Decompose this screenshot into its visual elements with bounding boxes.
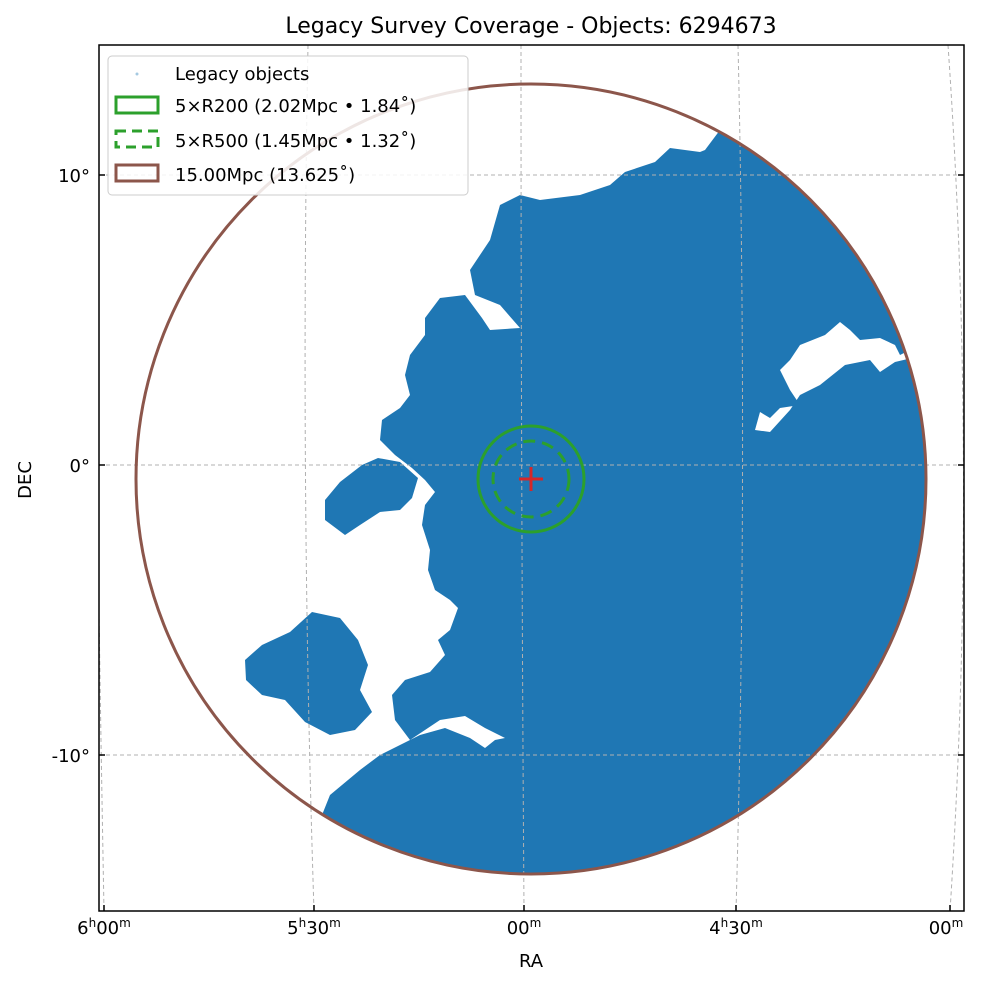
coverage-main-region [320, 130, 926, 874]
legend-label: 15.00Mpc (13.625˚) [175, 165, 355, 186]
x-tick-label-00m: 00m [507, 916, 542, 939]
legend-marker-legacy-objects [135, 72, 139, 76]
coverage-west-blob [325, 458, 418, 535]
coverage-southwest-blob [245, 612, 372, 735]
y-tick-labels: 10° 0° -10° [52, 166, 90, 767]
legacy-objects-coverage [245, 130, 926, 874]
x-tick-label-6h00m: 6h00m [77, 916, 131, 939]
r500-circle [491, 439, 571, 519]
x-tick-label-4h30m: 4h30m [709, 916, 763, 939]
legend: Legacy objects 5×R200 (2.02Mpc • 1.84˚) … [107, 55, 469, 196]
axes-frame [98, 44, 965, 912]
x-tick-labels: 6h00m 5h30m 00m 4h30m 00m [77, 916, 963, 939]
legend-marker-outer [114, 163, 160, 183]
legend-label: 5×R200 (2.02Mpc • 1.84˚) [175, 96, 416, 117]
outer-15mpc-circle [134, 82, 928, 876]
center-marker [519, 467, 543, 491]
chart-title: Legacy Survey Coverage - Objects: 629467… [285, 14, 776, 39]
x-tick-label-00m-right: 00m [929, 916, 964, 939]
x-axis-label: RA [519, 951, 544, 972]
y-tick-label: 0° [70, 456, 90, 477]
legend-marker-r500 [114, 129, 160, 149]
legend-box [107, 55, 469, 196]
y-tick-label: 10° [58, 166, 90, 187]
r200-circle [476, 424, 586, 534]
legend-marker-r200 [114, 95, 160, 115]
y-tick-label: -10° [52, 746, 90, 767]
tick-marks [99, 174, 964, 911]
x-tick-label-5h30m: 5h30m [287, 916, 341, 939]
legend-label: 5×R500 (1.45Mpc • 1.32˚) [175, 131, 416, 152]
y-axis-label: DEC [15, 461, 36, 499]
legend-label: Legacy objects [175, 64, 309, 85]
